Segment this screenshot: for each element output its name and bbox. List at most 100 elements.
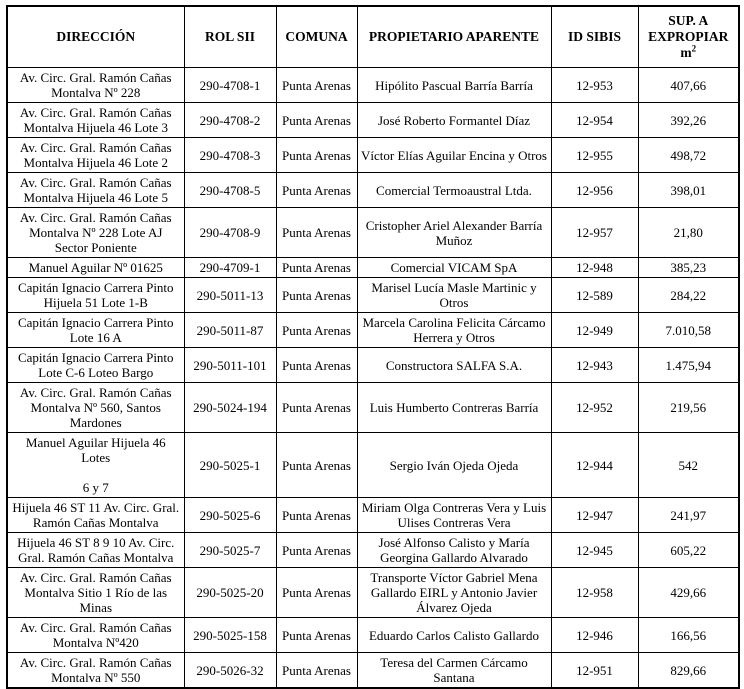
cell-id-sibis: 12-957 <box>550 207 639 258</box>
cell-direccion: Av. Circ. Gral. Ramón Cañas Montalva Nº … <box>6 652 185 689</box>
cell-rol-sii: 290-5025-158 <box>183 617 277 653</box>
cell-comuna: Punta Arenas <box>275 382 358 433</box>
cell-rol-sii: 290-4708-3 <box>183 137 277 173</box>
table-row: Av. Circ. Gral. Ramón Cañas Montalva Nº … <box>6 382 740 433</box>
cell-superficie: 407,66 <box>637 67 740 103</box>
cell-superficie: 241,97 <box>637 497 740 533</box>
cell-rol-sii: 290-4708-1 <box>183 67 277 103</box>
cell-rol-sii: 290-4709-1 <box>183 257 277 278</box>
cell-comuna: Punta Arenas <box>275 257 358 278</box>
cell-id-sibis: 12-955 <box>550 137 639 173</box>
cell-rol-sii: 290-5011-101 <box>183 347 277 383</box>
cell-superficie: 21,80 <box>637 207 740 258</box>
cell-comuna: Punta Arenas <box>275 312 358 348</box>
cell-propietario: Teresa del Carmen Cárcamo Santana <box>356 652 552 689</box>
cell-comuna: Punta Arenas <box>275 172 358 208</box>
cell-rol-sii: 290-5025-1 <box>183 432 277 498</box>
cell-rol-sii: 290-5025-7 <box>183 532 277 568</box>
cell-id-sibis: 12-946 <box>550 617 639 653</box>
table-row: Av. Circ. Gral. Ramón Cañas Montalva Nº … <box>6 67 740 103</box>
cell-direccion: Capitán Ignacio Carrera Pinto Lote 16 A <box>6 312 185 348</box>
cell-id-sibis: 12-953 <box>550 67 639 103</box>
cell-superficie: 429,66 <box>637 567 740 618</box>
cell-rol-sii: 290-5011-87 <box>183 312 277 348</box>
cell-comuna: Punta Arenas <box>275 207 358 258</box>
cell-direccion: Av. Circ. Gral. Ramón Cañas Montalva Nº … <box>6 207 185 258</box>
cell-rol-sii: 290-4708-2 <box>183 102 277 138</box>
table-row: Av. Circ. Gral. Ramón Cañas Montalva Nº4… <box>6 617 740 653</box>
col-header-superficie: SUP. A EXPROPIAR m2 <box>637 5 740 68</box>
cell-comuna: Punta Arenas <box>275 652 358 689</box>
table-row: Av. Circ. Gral. Ramón Cañas Montalva Hij… <box>6 102 740 138</box>
cell-direccion: Av. Circ. Gral. Ramón Cañas Montalva Nº … <box>6 67 185 103</box>
cell-comuna: Punta Arenas <box>275 347 358 383</box>
cell-propietario: Sergio Iván Ojeda Ojeda <box>356 432 552 498</box>
cell-direccion: Manuel Aguilar Nº 01625 <box>6 257 185 278</box>
cell-rol-sii: 290-5026-32 <box>183 652 277 689</box>
cell-id-sibis: 12-589 <box>550 277 639 313</box>
col-header-id-sibis: ID SIBIS <box>550 5 639 68</box>
cell-id-sibis: 12-945 <box>550 532 639 568</box>
cell-direccion: Av. Circ. Gral. Ramón Cañas Montalva Sit… <box>6 567 185 618</box>
cell-propietario: Cristopher Ariel Alexander Barría Muñoz <box>356 207 552 258</box>
cell-propietario: Marcela Carolina Felicita Cárcamo Herrer… <box>356 312 552 348</box>
cell-id-sibis: 12-954 <box>550 102 639 138</box>
cell-direccion: Hijuela 46 ST 8 9 10 Av. Circ. Gral. Ram… <box>6 532 185 568</box>
cell-comuna: Punta Arenas <box>275 567 358 618</box>
table-row: Hijuela 46 ST 11 Av. Circ. Gral. Ramón C… <box>6 497 740 533</box>
table-row: Manuel Aguilar Nº 01625 290-4709-1 Punta… <box>6 257 740 278</box>
cell-superficie: 498,72 <box>637 137 740 173</box>
table-row: Av. Circ. Gral. Ramón Cañas Montalva Sit… <box>6 567 740 618</box>
col-header-rol-sii: ROL SII <box>183 5 277 68</box>
cell-direccion: Av. Circ. Gral. Ramón Cañas Montalva Hij… <box>6 102 185 138</box>
table-row: Av. Circ. Gral. Ramón Cañas Montalva Hij… <box>6 172 740 208</box>
table-row: Av. Circ. Gral. Ramón Cañas Montalva Nº … <box>6 207 740 258</box>
col-header-propietario: PROPIETARIO APARENTE <box>356 5 552 68</box>
cell-superficie: 829,66 <box>637 652 740 689</box>
cell-direccion: Hijuela 46 ST 11 Av. Circ. Gral. Ramón C… <box>6 497 185 533</box>
cell-rol-sii: 290-4708-9 <box>183 207 277 258</box>
cell-superficie: 392,26 <box>637 102 740 138</box>
cell-id-sibis: 12-947 <box>550 497 639 533</box>
cell-direccion: Av. Circ. Gral. Ramón Cañas Montalva Hij… <box>6 172 185 208</box>
document-page: DIRECCIÓN ROL SII COMUNA PROPIETARIO APA… <box>6 5 740 689</box>
cell-id-sibis: 12-944 <box>550 432 639 498</box>
table-row: Av. Circ. Gral. Ramón Cañas Montalva Hij… <box>6 137 740 173</box>
table-row: Hijuela 46 ST 8 9 10 Av. Circ. Gral. Ram… <box>6 532 740 568</box>
cell-superficie: 166,56 <box>637 617 740 653</box>
cell-propietario: Marisel Lucía Masle Martinic y Otros <box>356 277 552 313</box>
table-row: Capitán Ignacio Carrera Pinto Hijuela 51… <box>6 277 740 313</box>
cell-propietario: Víctor Elías Aguilar Encina y Otros <box>356 137 552 173</box>
table-row: Capitán Ignacio Carrera Pinto Lote C-6 L… <box>6 347 740 383</box>
cell-comuna: Punta Arenas <box>275 432 358 498</box>
cell-direccion: Capitán Ignacio Carrera Pinto Lote C-6 L… <box>6 347 185 383</box>
cell-rol-sii: 290-4708-5 <box>183 172 277 208</box>
cell-id-sibis: 12-951 <box>550 652 639 689</box>
cell-id-sibis: 12-956 <box>550 172 639 208</box>
table-row: Av. Circ. Gral. Ramón Cañas Montalva Nº … <box>6 652 740 689</box>
cell-rol-sii: 290-5025-20 <box>183 567 277 618</box>
col-header-comuna: COMUNA <box>275 5 358 68</box>
cell-propietario: Comercial Termoaustral Ltda. <box>356 172 552 208</box>
col-header-direccion: DIRECCIÓN <box>6 5 185 68</box>
cell-propietario: Constructora SALFA S.A. <box>356 347 552 383</box>
cell-rol-sii: 290-5024-194 <box>183 382 277 433</box>
cell-direccion: Manuel Aguilar Hijuela 46 Lotes 6 y 7 <box>6 432 185 498</box>
cell-rol-sii: 290-5025-6 <box>183 497 277 533</box>
cell-direccion: Av. Circ. Gral. Ramón Cañas Montalva Nº4… <box>6 617 185 653</box>
cell-superficie: 219,56 <box>637 382 740 433</box>
cell-propietario: Luis Humberto Contreras Barría <box>356 382 552 433</box>
cell-superficie: 1.475,94 <box>637 347 740 383</box>
table-row: Capitán Ignacio Carrera Pinto Lote 16 A … <box>6 312 740 348</box>
cell-propietario: José Alfonso Calisto y María Georgina Ga… <box>356 532 552 568</box>
cell-id-sibis: 12-948 <box>550 257 639 278</box>
cell-propietario: Comercial VICAM SpA <box>356 257 552 278</box>
cell-comuna: Punta Arenas <box>275 277 358 313</box>
cell-propietario: Eduardo Carlos Calisto Gallardo <box>356 617 552 653</box>
cell-id-sibis: 12-949 <box>550 312 639 348</box>
cell-rol-sii: 290-5011-13 <box>183 277 277 313</box>
cell-superficie: 7.010,58 <box>637 312 740 348</box>
cell-comuna: Punta Arenas <box>275 532 358 568</box>
header-row: DIRECCIÓN ROL SII COMUNA PROPIETARIO APA… <box>6 5 740 68</box>
cell-direccion: Av. Circ. Gral. Ramón Cañas Montalva Hij… <box>6 137 185 173</box>
